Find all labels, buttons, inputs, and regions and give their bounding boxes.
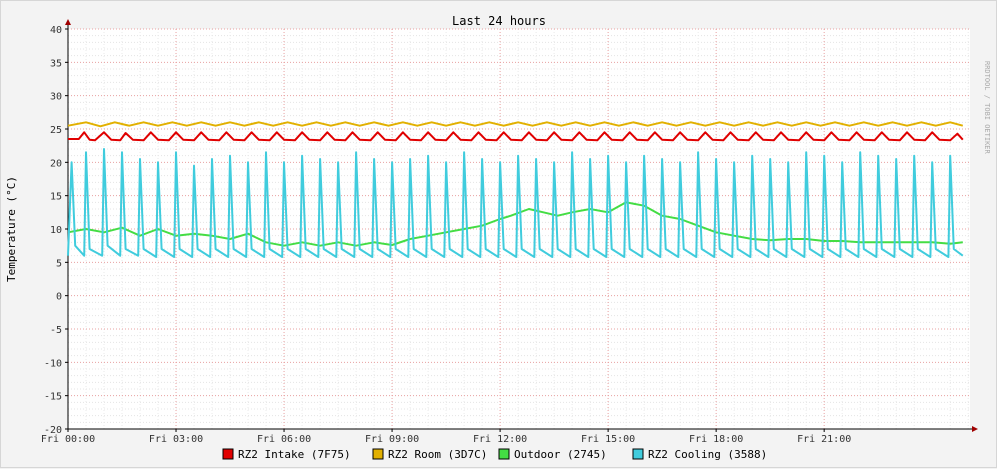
legend-swatch-0 xyxy=(222,448,234,460)
legend-label-2: Outdoor (2745) xyxy=(514,448,607,461)
axes xyxy=(65,19,978,432)
y-tick-label: 15 xyxy=(50,192,62,203)
x-tick-label: Fri 18:00 xyxy=(689,434,743,445)
series-line-3 xyxy=(67,148,964,258)
y-tick-label: 40 xyxy=(50,25,62,36)
y-tick-label: -10 xyxy=(44,358,62,369)
series-lines xyxy=(67,121,964,258)
watermark: RRDTOOL / TOBI OETIKER xyxy=(983,61,991,155)
y-tick-labels: 40 35 30 25 20 15 10 5 0 -5 -10 -15 -20 xyxy=(44,25,62,436)
chart-title: Last 24 hours xyxy=(452,14,546,28)
series-line-1 xyxy=(67,121,964,128)
y-tick-label: 30 xyxy=(50,92,62,103)
y-tick-label: -20 xyxy=(44,425,62,436)
y-tick-label: 0 xyxy=(56,292,62,303)
x-tick-label: Fri 03:00 xyxy=(149,434,203,445)
x-axis-arrow xyxy=(972,426,978,432)
x-tick-label: Fri 00:00 xyxy=(41,434,95,445)
x-tick-label: Fri 06:00 xyxy=(257,434,311,445)
y-tick-label: 20 xyxy=(50,158,62,169)
y-axis-arrow xyxy=(65,19,71,25)
legend-swatch-3 xyxy=(632,448,644,460)
x-tick-label: Fri 21:00 xyxy=(797,434,851,445)
legend-swatch-1 xyxy=(372,448,384,460)
x-tick-label: Fri 15:00 xyxy=(581,434,635,445)
x-tick-label: Fri 12:00 xyxy=(473,434,527,445)
y-tick-label: 5 xyxy=(56,258,62,269)
legend-label-1: RZ2 Room (3D7C) xyxy=(388,448,487,461)
legend-label-3: RZ2 Cooling (3588) xyxy=(648,448,767,461)
y-tick-label: 35 xyxy=(50,58,62,69)
x-tick-labels: Fri 00:00 Fri 03:00 Fri 06:00 Fri 09:00 Fri … xyxy=(41,434,851,445)
y-tick-label: 25 xyxy=(50,125,62,136)
legend-swatch-2 xyxy=(498,448,510,460)
y-axis-label: Temperature (°C) xyxy=(5,176,18,282)
legend: RZ2 Intake (7F75) RZ2 Room (3D7C) Outdoor … xyxy=(222,448,767,461)
x-tick-label: Fri 09:00 xyxy=(365,434,419,445)
y-tick-label: -15 xyxy=(44,392,62,403)
y-tick-label: 10 xyxy=(50,225,62,236)
y-tick-label: -5 xyxy=(50,325,62,336)
legend-label-0: RZ2 Intake (7F75) xyxy=(238,448,351,461)
series-line-0 xyxy=(68,131,964,142)
